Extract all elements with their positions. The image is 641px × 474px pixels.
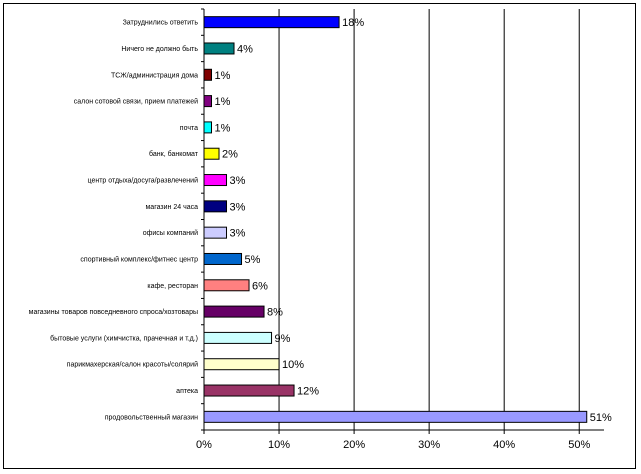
bar: [203, 226, 228, 239]
value-label: 2%: [222, 149, 238, 161]
bar: [203, 252, 243, 265]
value-label: 1%: [215, 70, 231, 82]
category-label: бытовые услуги (химчистка, прачечная и т…: [50, 334, 198, 342]
category-label: спортивный комплекс/фитнес центр: [80, 255, 198, 263]
x-tick-label: 10%: [268, 439, 290, 451]
bar: [203, 410, 588, 423]
value-label: 51%: [590, 412, 612, 424]
value-label: 4%: [237, 43, 253, 55]
category-label: почта: [180, 125, 198, 132]
category-label: банк, банкомат: [149, 150, 199, 158]
value-label: 3%: [230, 201, 246, 213]
category-label: ТСЖ/администрация дома: [111, 72, 198, 79]
bar: [203, 42, 235, 55]
category-label: аптека: [176, 388, 198, 395]
category-label: Затруднились ответить: [123, 20, 199, 27]
bar: [203, 68, 213, 81]
value-label: 18%: [342, 17, 364, 29]
value-label: 5%: [245, 254, 261, 266]
x-tick-label: 50%: [568, 439, 590, 451]
category-label: салон сотовой связи, прием платежей: [74, 98, 198, 106]
bar-chart: 0% 10% 20% 30% 40% 50% Затруднились ответить 18…: [29, 8, 612, 451]
bar: [203, 121, 213, 134]
value-label: 10%: [282, 359, 304, 371]
value-label: 3%: [230, 175, 246, 187]
bar: [203, 95, 213, 108]
x-tick-label: 30%: [418, 439, 440, 451]
category-label: магазины товаров повседневного спроса/хо…: [29, 309, 198, 316]
category-label: центр отдыха/досуга/развлечений: [88, 177, 199, 185]
value-label: 3%: [230, 228, 246, 240]
bar: [203, 358, 280, 371]
value-label: 1%: [215, 96, 231, 108]
x-tick-label: 0%: [196, 439, 212, 451]
category-label: магазин 24 часа: [145, 204, 198, 211]
bar: [203, 16, 340, 29]
x-tick-label: 20%: [343, 439, 365, 451]
category-label: парикмахерская/салон красоты/солярий: [67, 361, 198, 369]
category-label: офисы компаний: [143, 229, 198, 237]
category-label: Ничего не должно быть: [121, 45, 198, 53]
category-label: кафе, ресторан: [147, 283, 198, 290]
bar: [203, 279, 250, 292]
category-label: продовольственный магазин: [105, 413, 198, 421]
value-label: 12%: [297, 386, 319, 398]
value-label: 1%: [215, 122, 231, 134]
bar: [203, 200, 228, 213]
value-label: 8%: [267, 307, 283, 319]
bar: [203, 331, 273, 344]
bar: [203, 384, 295, 397]
bar: [203, 305, 265, 318]
bar: [203, 147, 220, 160]
chart-frame: 0% 10% 20% 30% 40% 50% Затруднились ответить 18…: [3, 3, 636, 469]
bar: [203, 174, 228, 187]
x-tick-label: 40%: [493, 439, 515, 451]
value-label: 6%: [252, 280, 268, 292]
value-label: 9%: [275, 333, 291, 345]
